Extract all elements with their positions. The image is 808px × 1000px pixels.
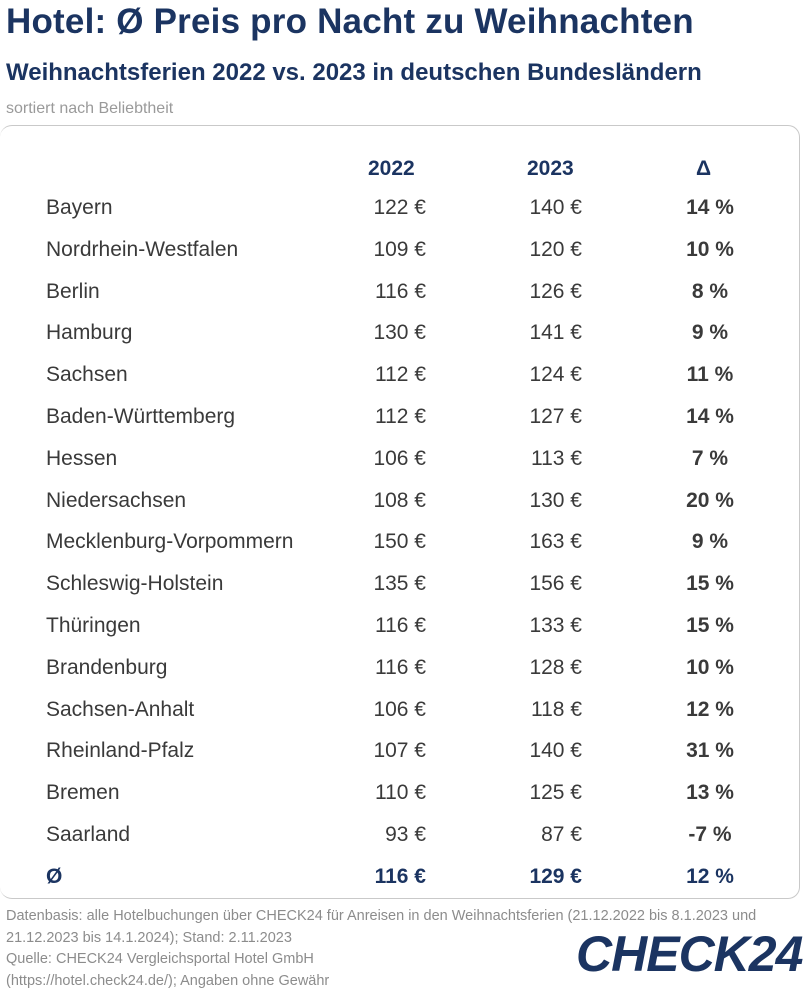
footer-data-basis-cont: 21.12.2023 bis 14.1.2024); Stand: 2.11.2… bbox=[6, 929, 292, 946]
table-row: Berlin 116 € 126 € 8 % bbox=[0, 272, 800, 312]
price-change: 13 % bbox=[686, 781, 734, 805]
price-2023: 127 € bbox=[529, 405, 582, 428]
state-name: Schleswig-Holstein bbox=[46, 572, 224, 596]
state-name: Berlin bbox=[46, 279, 100, 303]
chart-title: Hotel: Ø Preis pro Nacht zu Weihnachten bbox=[6, 2, 694, 41]
chart-subtitle: Weihnachtsferien 2022 vs. 2023 in deutsc… bbox=[6, 59, 702, 86]
price-2023: 118 € bbox=[531, 697, 582, 721]
price-2023: 133 € bbox=[529, 614, 582, 637]
price-change: 9 % bbox=[691, 530, 729, 554]
price-2022: 116 € bbox=[374, 864, 426, 888]
price-2023: 125 € bbox=[529, 781, 582, 805]
table-row: Rheinland-Pfalz 107 € 140 € 31 % bbox=[0, 731, 800, 771]
price-2022: 106 € bbox=[373, 446, 426, 470]
table-row: Bayern 122 € 140 € 14 % bbox=[0, 188, 800, 228]
price-change: -7 % bbox=[688, 823, 732, 846]
state-name: Bayern bbox=[46, 196, 113, 219]
price-2022: 122 € bbox=[373, 196, 426, 219]
price-2022: 106 € bbox=[373, 697, 426, 721]
price-2022: 109 € bbox=[373, 237, 426, 261]
table-row: Saarland 93 € 87 € -7 % bbox=[0, 815, 800, 855]
table-row: Hessen 106 € 113 € 7 % bbox=[0, 439, 800, 479]
table-row: Baden-Württemberg 112 € 127 € 14 % bbox=[0, 397, 800, 437]
price-change: 7 % bbox=[691, 446, 729, 470]
table-frame bbox=[0, 125, 800, 899]
column-header-2023: 2023 bbox=[527, 157, 574, 180]
price-2023: 163 € bbox=[529, 530, 582, 554]
state-name: Thüringen bbox=[46, 614, 141, 637]
price-2023: 126 € bbox=[529, 279, 582, 303]
table-row: Bremen 110 € 125 € 13 % bbox=[0, 773, 800, 813]
price-change: 8 % bbox=[691, 279, 729, 303]
column-header-2022: 2022 bbox=[368, 157, 415, 180]
price-2023: 129 € bbox=[529, 864, 582, 888]
state-name: Mecklenburg-Vorpommern bbox=[46, 530, 294, 554]
state-name: Sachsen bbox=[46, 363, 128, 387]
state-name: Brandenburg bbox=[46, 655, 168, 679]
table-row: Sachsen 112 € 124 € 11 % bbox=[0, 355, 800, 395]
price-change: 11 % bbox=[686, 363, 734, 387]
price-2023: 120 € bbox=[529, 237, 582, 261]
price-2022: 112 € bbox=[375, 363, 426, 387]
price-2022: 107 € bbox=[373, 739, 426, 763]
state-name: Ø bbox=[46, 864, 63, 888]
state-name: Niedersachsen bbox=[46, 488, 187, 512]
price-change: 9 % bbox=[691, 321, 729, 345]
table-row: Mecklenburg-Vorpommern 150 € 163 € 9 % bbox=[0, 522, 800, 562]
check24-logo: CHECK24 bbox=[576, 926, 803, 982]
price-change: 15 % bbox=[686, 614, 734, 637]
average-row: Ø 116 € 129 € 12 % bbox=[0, 857, 800, 897]
price-2023: 113 € bbox=[531, 446, 582, 470]
price-2022: 135 € bbox=[373, 572, 426, 596]
price-change: 15 % bbox=[686, 572, 734, 596]
footer-source-line: Quelle: CHECK24 Vergleichsportal Hotel G… bbox=[6, 951, 314, 967]
state-name: Bremen bbox=[46, 781, 120, 805]
price-2022: 93 € bbox=[385, 823, 426, 846]
table-row: Nordrhein-Westfalen 109 € 120 € 10 % bbox=[0, 230, 800, 270]
table-row: Thüringen 116 € 133 € 15 % bbox=[0, 606, 800, 646]
state-name: Hamburg bbox=[46, 321, 133, 345]
footer-data-basis-line: Datenbasis: alle Hotelbuchungen über CHE… bbox=[6, 908, 757, 924]
price-2022: 130 € bbox=[373, 321, 426, 345]
table-row: Sachsen-Anhalt 106 € 118 € 12 % bbox=[0, 690, 800, 730]
price-change: 31 % bbox=[686, 739, 734, 763]
price-change: 10 % bbox=[686, 237, 734, 261]
price-change: 14 % bbox=[686, 405, 734, 428]
price-2023: 128 € bbox=[529, 655, 582, 679]
column-header-delta: Δ bbox=[696, 157, 712, 180]
price-2023: 87 € bbox=[541, 823, 582, 846]
price-change: 12 % bbox=[686, 864, 734, 888]
table-row: Brandenburg 116 € 128 € 10 % bbox=[0, 648, 800, 688]
price-change: 10 % bbox=[686, 655, 734, 679]
table-row: Schleswig-Holstein 135 € 156 € 15 % bbox=[0, 564, 800, 604]
price-change: 12 % bbox=[686, 697, 734, 721]
price-change: 20 % bbox=[686, 488, 734, 512]
price-2022: 150 € bbox=[373, 530, 426, 554]
footer-source-url: (https://hotel.check24.de/); Angaben ohn… bbox=[6, 972, 330, 989]
price-2023: 156 € bbox=[529, 572, 582, 596]
price-2023: 141 € bbox=[529, 321, 582, 345]
state-name: Sachsen-Anhalt bbox=[46, 697, 195, 721]
table-row: Hamburg 130 € 141 € 9 % bbox=[0, 313, 800, 353]
price-2022: 116 € bbox=[375, 655, 426, 679]
price-2022: 112 € bbox=[375, 405, 426, 428]
price-2022: 110 € bbox=[375, 781, 426, 805]
state-name: Rheinland-Pfalz bbox=[46, 739, 195, 763]
price-2023: 140 € bbox=[529, 196, 582, 219]
sort-note: sortiert nach Beliebtheit bbox=[6, 100, 174, 117]
state-name: Nordrhein-Westfalen bbox=[46, 237, 239, 261]
state-name: Hessen bbox=[46, 446, 118, 470]
price-2022: 116 € bbox=[375, 279, 426, 303]
price-2023: 130 € bbox=[529, 488, 582, 512]
price-2022: 108 € bbox=[373, 488, 426, 512]
state-name: Saarland bbox=[46, 823, 131, 846]
table-row: Niedersachsen 108 € 130 € 20 % bbox=[0, 481, 800, 521]
state-name: Baden-Württemberg bbox=[46, 405, 236, 428]
price-2022: 116 € bbox=[375, 614, 426, 637]
price-2023: 124 € bbox=[529, 363, 582, 387]
footer-notes: Datenbasis: alle Hotelbuchungen über CHE… bbox=[6, 906, 796, 992]
price-2023: 140 € bbox=[529, 739, 582, 763]
price-change: 14 % bbox=[686, 196, 734, 219]
